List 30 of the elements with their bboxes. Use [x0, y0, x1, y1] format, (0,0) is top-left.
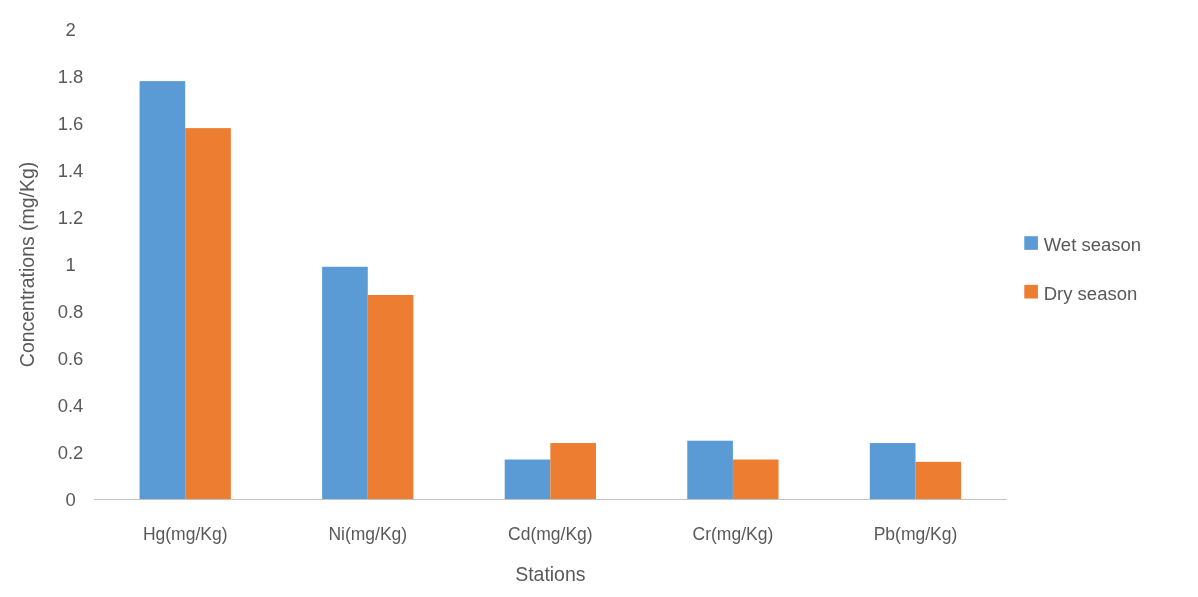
- legend-label: Dry season: [1043, 283, 1138, 305]
- y-tick-label: 0.2: [57, 441, 84, 463]
- bar: [915, 461, 962, 500]
- y-tick-label: 1.8: [57, 65, 84, 87]
- bar: [869, 443, 916, 500]
- x-tick-label: Hg(mg/Kg): [142, 524, 228, 545]
- bar: [139, 81, 186, 500]
- y-tick-label: 1.4: [57, 159, 84, 181]
- x-tick-label: Ni(mg/Kg): [328, 524, 408, 545]
- y-tick-label: 1.2: [57, 206, 84, 228]
- bar: [687, 440, 733, 500]
- x-tick-label: Pb(mg/Kg): [873, 524, 958, 545]
- bar: [185, 128, 231, 500]
- y-tick-label: 1.6: [57, 112, 84, 134]
- x-axis-title: Stations: [515, 563, 586, 586]
- bar: [550, 443, 596, 500]
- bar: [322, 266, 368, 500]
- bar: [367, 294, 414, 500]
- bar: [732, 459, 779, 500]
- y-tick-label: 2: [65, 18, 76, 40]
- y-tick-label: 1: [65, 253, 76, 275]
- y-tick-label: 0.6: [57, 347, 84, 369]
- legend-label: Wet season: [1043, 234, 1142, 256]
- x-tick-label: Cd(mg/Kg): [508, 524, 593, 545]
- y-tick-label: 0.4: [57, 394, 84, 416]
- x-tick-label: Cr(mg/Kg): [692, 524, 774, 545]
- y-tick-label: 0.8: [57, 300, 84, 322]
- y-axis-title: Concentrations (mg/Kg): [15, 161, 38, 368]
- y-tick-label: 0: [65, 488, 76, 510]
- bar: [504, 459, 551, 500]
